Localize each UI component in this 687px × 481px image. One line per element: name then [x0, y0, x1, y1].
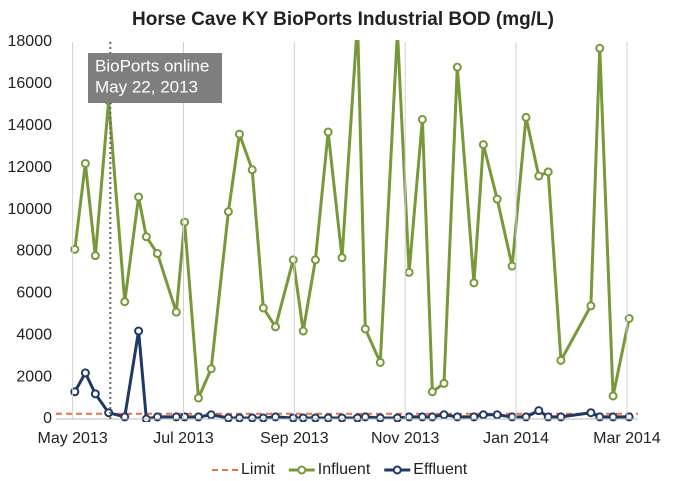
data-point: [360, 324, 370, 334]
data-point: [586, 408, 596, 418]
data-point: [193, 393, 203, 403]
data-point: [234, 413, 244, 422]
chart-title: Horse Cave KY BioPorts Industrial BOD (m…: [132, 9, 554, 30]
x-tick-label: Jan 2014: [483, 430, 549, 447]
y-tick-label: 14000: [8, 117, 53, 134]
y-tick-label: 16000: [8, 75, 53, 92]
data-point: [507, 261, 517, 271]
data-point: [223, 413, 233, 422]
data-point: [417, 114, 427, 124]
data-point: [427, 387, 437, 397]
y-tick-label: 12000: [8, 159, 53, 176]
data-point: [439, 410, 449, 420]
data-point: [404, 267, 414, 277]
data-point: [90, 389, 100, 399]
data-point: [80, 158, 90, 168]
data-point: [492, 194, 502, 204]
data-point: [586, 301, 596, 311]
data-point: [298, 326, 308, 336]
y-tick-label: 0: [43, 410, 52, 427]
data-point: [375, 357, 385, 367]
data-point: [288, 413, 298, 422]
data-point: [206, 364, 216, 374]
data-point: [323, 413, 333, 422]
x-tick-label: May 2013: [37, 430, 107, 447]
series-line: [73, 330, 630, 421]
data-point: [288, 255, 298, 265]
legend-label: Effluent: [413, 461, 468, 478]
data-point: [247, 165, 257, 175]
data-point: [134, 192, 144, 202]
data-point: [134, 326, 144, 336]
data-point: [392, 413, 402, 422]
data-point: [247, 413, 257, 422]
data-point: [141, 232, 151, 242]
data-point: [310, 255, 320, 265]
data-point: [521, 112, 531, 122]
x-tick-label: Mar 2014: [593, 430, 661, 447]
data-point: [120, 297, 130, 307]
data-point: [171, 307, 181, 317]
data-point: [556, 355, 566, 365]
data-point: [270, 322, 280, 332]
data-point: [258, 413, 268, 422]
data-point: [337, 413, 347, 422]
data-point: [310, 413, 320, 422]
y-tick-label: 4000: [16, 326, 52, 343]
data-point: [534, 171, 544, 181]
data-point: [234, 129, 244, 139]
data-point: [608, 391, 618, 401]
legend-marker: [297, 465, 307, 475]
data-point: [492, 410, 502, 420]
legend-label: Influent: [318, 461, 371, 478]
data-point: [534, 406, 544, 416]
data-point: [90, 251, 100, 261]
annotation-box: [88, 53, 222, 103]
data-point: [152, 249, 162, 259]
data-point: [353, 413, 363, 422]
data-point: [478, 410, 488, 420]
y-tick-label: 8000: [16, 243, 52, 260]
x-tick-label: Sep 2013: [260, 430, 329, 447]
data-point: [223, 207, 233, 217]
data-point: [298, 413, 308, 422]
annotation-text: BioPorts online: [95, 56, 209, 75]
legend-label: Limit: [241, 461, 275, 478]
data-point: [375, 413, 385, 422]
data-point: [478, 140, 488, 150]
data-point: [469, 278, 479, 288]
data-point: [439, 378, 449, 388]
data-point: [337, 253, 347, 263]
data-point: [543, 167, 553, 177]
x-tick-label: Jul 2013: [153, 430, 214, 447]
y-tick-label: 2000: [16, 368, 52, 385]
data-point: [258, 303, 268, 313]
y-tick-label: 6000: [16, 285, 52, 302]
data-point: [104, 408, 114, 418]
y-tick-label: 10000: [8, 201, 53, 218]
data-point: [180, 217, 190, 227]
y-tick-label: 18000: [8, 33, 53, 50]
annotation-text: May 22, 2013: [95, 77, 198, 96]
data-point: [80, 368, 90, 378]
x-tick-label: Nov 2013: [371, 430, 440, 447]
data-point: [452, 62, 462, 72]
data-point: [323, 127, 333, 137]
data-point: [595, 43, 605, 53]
legend-marker: [392, 465, 402, 475]
data-point: [206, 410, 216, 420]
